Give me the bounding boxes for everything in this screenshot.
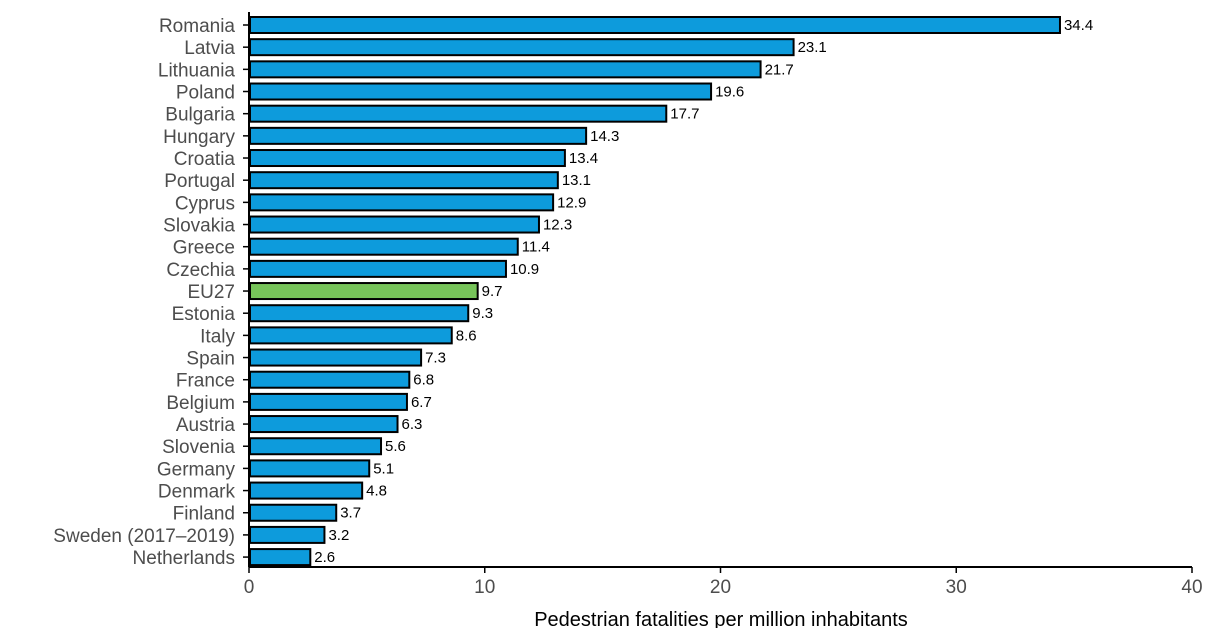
bar xyxy=(249,104,668,123)
data-label: 12.9 xyxy=(557,194,586,211)
bar xyxy=(249,548,312,567)
category-label: Lithuania xyxy=(158,60,236,81)
data-label: 2.6 xyxy=(314,549,335,566)
data-label: 6.8 xyxy=(413,372,434,389)
data-label: 7.3 xyxy=(425,350,446,367)
category-label: Czechia xyxy=(166,260,235,281)
bar xyxy=(249,82,713,101)
bar xyxy=(249,38,795,57)
data-label: 5.6 xyxy=(385,438,406,455)
bar xyxy=(249,437,383,456)
data-label: 8.6 xyxy=(456,327,477,344)
category-label: Estonia xyxy=(172,304,236,325)
category-label: Slovenia xyxy=(162,437,235,458)
x-axis-title: Pedestrian fatalities per million inhabi… xyxy=(534,609,908,628)
y-axis xyxy=(243,12,250,567)
x-tick-label: 20 xyxy=(710,577,731,598)
category-label: Greece xyxy=(173,238,235,259)
bar xyxy=(249,415,399,434)
bar xyxy=(249,459,371,478)
category-label: Hungary xyxy=(163,127,235,148)
bars-group: 34.4 23.121.7 19.6 17.7 14.3 13.4 13.1 12.9 12.3… xyxy=(249,16,1093,567)
data-label: 34.4 xyxy=(1064,17,1093,34)
data-label: 17.7 xyxy=(670,106,699,123)
data-label: 9.7 xyxy=(482,283,503,300)
category-label: Sweden (2017–2019) xyxy=(53,526,235,547)
bar xyxy=(249,392,408,411)
category-label: Italy xyxy=(200,326,235,347)
x-tick-label: 10 xyxy=(474,577,495,598)
category-label: Netherlands xyxy=(133,548,235,569)
bar xyxy=(249,60,762,79)
category-label: Latvia xyxy=(184,38,235,59)
data-label: 6.3 xyxy=(402,416,423,433)
bar xyxy=(249,282,479,301)
category-label: EU27 xyxy=(187,282,235,303)
category-label: Portugal xyxy=(164,171,235,192)
category-label: France xyxy=(176,371,235,392)
bar xyxy=(249,259,507,278)
category-label: Poland xyxy=(176,83,235,104)
category-label: Spain xyxy=(186,349,235,370)
data-label: 23.1 xyxy=(798,39,827,56)
x-tick-label: 40 xyxy=(1181,577,1202,598)
category-label: Bulgaria xyxy=(165,105,235,126)
bar xyxy=(249,149,566,168)
category-label: Slovakia xyxy=(163,216,235,237)
category-label: Denmark xyxy=(158,482,236,503)
bar xyxy=(249,215,540,234)
x-tick-label: 0 xyxy=(244,577,255,598)
data-label: 3.2 xyxy=(328,527,349,544)
x-axis: 0 10 20 30 40 xyxy=(244,566,1203,598)
category-labels: RomaniaLatviaLithuaniaPolandBulgariaHung… xyxy=(53,16,235,569)
bar xyxy=(249,16,1061,34)
bar xyxy=(249,193,555,212)
data-label: 21.7 xyxy=(765,61,794,78)
data-label: 13.1 xyxy=(562,172,591,189)
data-label: 14.3 xyxy=(590,128,619,145)
bar xyxy=(249,126,588,145)
data-label: 3.7 xyxy=(340,505,361,522)
bar xyxy=(249,326,453,345)
category-label: Austria xyxy=(176,415,236,436)
category-label: Germany xyxy=(157,459,236,480)
data-label: 13.4 xyxy=(569,150,598,167)
data-label: 19.6 xyxy=(715,84,744,101)
bar xyxy=(249,171,559,190)
bar xyxy=(249,503,338,522)
category-label: Romania xyxy=(159,16,235,37)
bar xyxy=(249,237,519,256)
category-label: Cyprus xyxy=(175,193,235,214)
bar xyxy=(249,348,423,367)
data-label: 11.4 xyxy=(522,239,550,256)
bar xyxy=(249,481,364,500)
x-tick-label: 30 xyxy=(946,577,967,598)
data-label: 4.8 xyxy=(366,483,387,500)
category-label: Belgium xyxy=(166,393,235,414)
bar xyxy=(249,370,411,389)
bar xyxy=(249,525,326,544)
data-label: 6.7 xyxy=(411,394,432,411)
data-label: 10.9 xyxy=(510,261,539,278)
category-label: Finland xyxy=(173,504,235,525)
data-label: 12.3 xyxy=(543,217,572,234)
bar xyxy=(249,304,470,323)
category-label: Croatia xyxy=(174,149,236,170)
data-label: 9.3 xyxy=(472,305,493,322)
data-label: 5.1 xyxy=(373,460,394,477)
